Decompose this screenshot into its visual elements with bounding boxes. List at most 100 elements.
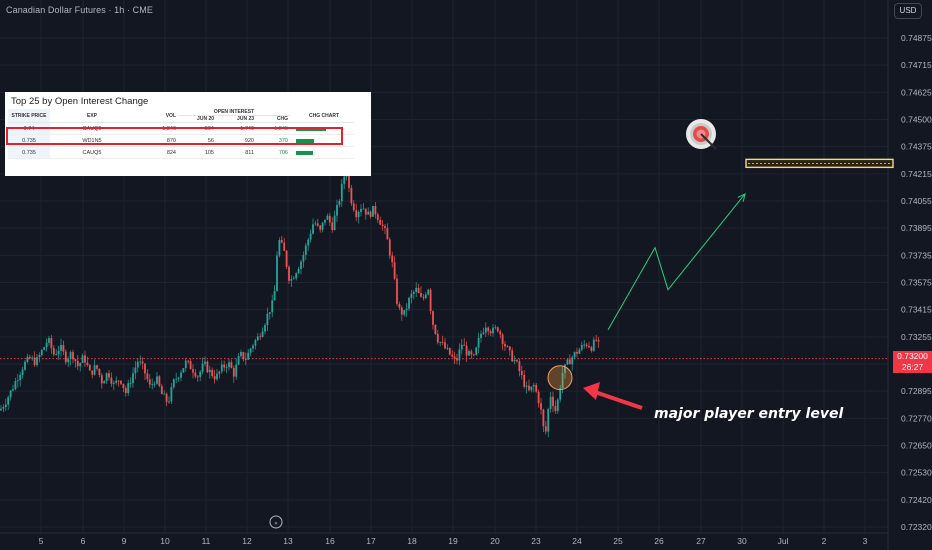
candle-body [19,374,22,381]
y-tick-label: 0.72530 [901,468,932,478]
candle-body [372,205,374,217]
x-tick-label: 11 [202,536,211,546]
candle-body [458,349,461,361]
currency-button[interactable]: USD [894,3,922,19]
candle-body [192,369,194,373]
x-tick-label: 5 [39,536,44,546]
candle-body [316,223,319,226]
candle-body [508,346,511,351]
candle-body [523,374,526,387]
candle-body [504,343,506,347]
chart-title: Canadian Dollar Futures · 1h · CME [6,5,153,15]
candle-body [420,293,422,297]
candle-body [264,325,266,332]
candle-body [271,300,274,313]
x-tick-label: 26 [654,536,664,546]
cell-jun23: 811 [216,146,256,159]
candle-body [266,313,269,326]
candle-body [98,368,101,376]
candle-body [484,327,487,333]
candle-body [360,208,362,212]
candle-body [21,369,24,375]
y-tick-label: 0.74375 [901,142,932,152]
candle-body [328,215,331,223]
candle-body [568,359,571,365]
x-tick-label: 24 [572,536,582,546]
x-tick-label: 16 [325,536,335,546]
candle-body [588,345,590,348]
candle-body [88,365,91,371]
y-tick-label: 0.72895 [901,386,932,396]
candle-body [124,388,127,394]
candle-body [578,349,581,354]
header-vol: VOL [134,109,178,123]
candle-body [357,211,360,218]
candle-body [405,308,408,311]
candle-body [453,356,456,359]
candle-body [213,376,216,380]
candle-body [249,348,252,353]
candle-body [81,355,84,363]
candle-body [376,214,379,220]
candle-body [482,332,485,334]
candle-body [208,369,211,373]
y-tick-label: 0.73895 [901,223,932,233]
candle-body [194,372,197,377]
x-tick-label: 19 [448,536,458,546]
candle-body [412,291,415,294]
x-tick-label: 30 [737,536,747,546]
x-tick-label: 17 [366,536,376,546]
candle-body [513,359,516,362]
candle-body [444,342,446,349]
candle-body [393,262,396,279]
y-tick-label: 0.74715 [901,60,932,70]
candle-body [38,355,41,358]
x-tick-label: 27 [696,536,706,546]
y-tick-label: 0.74055 [901,196,932,206]
candle-body [2,407,5,409]
candle-body [136,361,139,368]
candle-body [432,311,434,325]
candle-body [415,287,418,292]
candle-body [182,368,185,373]
cell-exp: CAUQ5 [50,146,134,159]
candle-body [223,364,226,368]
candle-body [91,370,94,375]
candle-body [410,293,413,298]
candle-body [62,344,65,352]
candle-body [446,347,449,349]
projection-arrowhead [737,193,746,202]
candle-body [228,362,230,367]
current-price-tag: 0.73200 26:27 [893,351,932,373]
candle-body [50,338,53,349]
candle-body [460,344,463,350]
candle-body [388,239,391,256]
candle-body [74,359,77,361]
candle-body [398,303,401,308]
candle-body [472,354,475,356]
x-tick-label: 12 [242,536,252,546]
x-tick-label: 10 [160,536,170,546]
candle-body [196,376,199,378]
candle-body [122,383,125,389]
candle-body [57,350,60,355]
candle-body [153,383,156,385]
y-tick-label: 0.74500 [901,115,932,125]
candle-body [297,268,300,274]
candle-body [391,255,394,263]
candle-body [532,384,535,387]
candle-body [283,242,286,251]
candle-body [429,289,432,312]
candle-body [177,377,180,379]
candle-body [105,373,108,382]
candle-body [172,379,175,388]
candle-body [244,359,247,360]
candle-body [45,342,48,348]
candle-body [477,337,480,348]
candle-body [511,350,514,362]
candle-body [24,361,26,370]
candle-body [240,352,242,357]
candle-body [129,383,132,384]
x-tick-label: 3 [863,536,868,546]
